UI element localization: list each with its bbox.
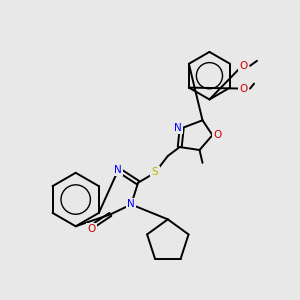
Text: N: N	[114, 165, 122, 175]
Text: O: O	[213, 130, 221, 140]
Text: O: O	[239, 61, 247, 71]
Text: O: O	[87, 224, 96, 234]
Text: O: O	[239, 84, 247, 94]
Text: N: N	[127, 200, 135, 209]
Text: N: N	[174, 123, 182, 133]
Text: S: S	[152, 167, 158, 177]
